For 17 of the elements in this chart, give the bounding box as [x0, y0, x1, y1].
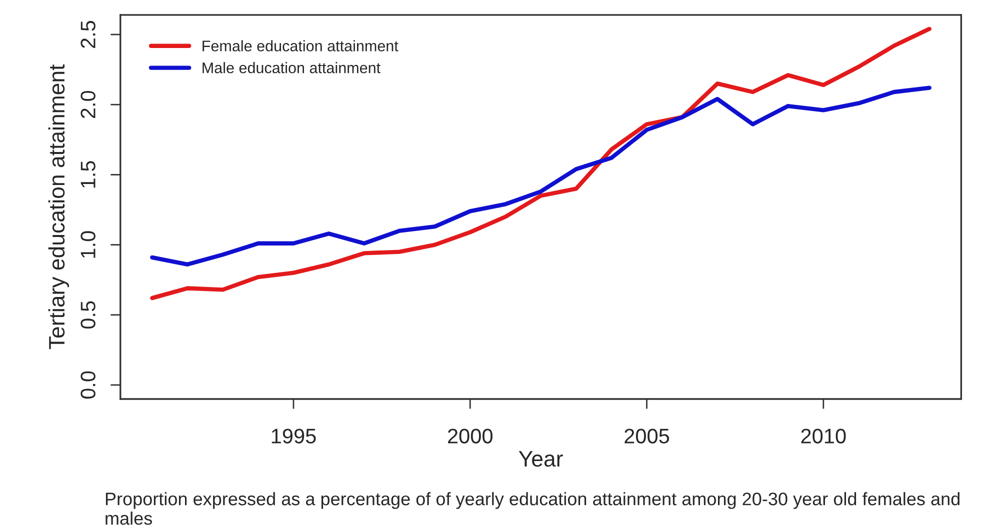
- x-tick-label: 2005: [624, 428, 670, 444]
- x-tick-label: 2010: [801, 428, 846, 444]
- x-tick-label: 1995: [272, 428, 316, 444]
- y-tick-label: 1.0: [80, 231, 96, 258]
- y-tick-label: 2.0: [80, 90, 96, 118]
- legend-label: Male education attainment: [202, 62, 380, 74]
- x-axis-title: Year: [518, 451, 563, 467]
- line-series: [150, 26, 932, 300]
- y-tick-label: 1.5: [80, 161, 96, 188]
- line-series: [150, 86, 932, 267]
- y-axis-title: Tertiary education attainment: [48, 64, 70, 350]
- legend-label: Female education attainment: [202, 40, 398, 52]
- x-tick-label: 2000: [448, 428, 492, 444]
- text: Proportion expressed as a percentage of of yearly education attainment among 20-30 year old females and males: [106, 492, 960, 525]
- y-tick-label: 2.5: [80, 20, 96, 48]
- y-tick-label: 0.0: [80, 371, 96, 399]
- y-tick-label: 0.5: [80, 301, 96, 329]
